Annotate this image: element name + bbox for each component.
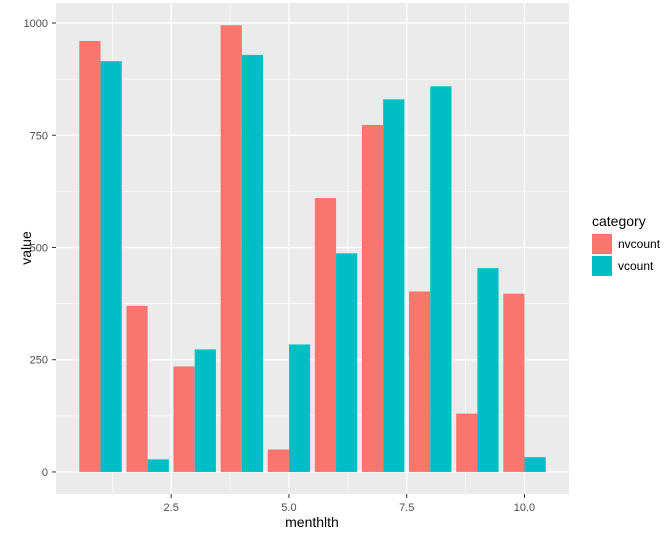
legend-key-nvcount: nvcount — [592, 234, 660, 254]
x-tick-label: 7.5 — [399, 502, 414, 514]
bar-vcount-x7 — [383, 99, 405, 472]
bar-vcount-x9 — [477, 268, 499, 472]
bar-vcount-x8 — [430, 86, 452, 472]
bar-vcount-x1 — [100, 61, 122, 472]
x-axis-title: menthlth — [285, 514, 339, 530]
bar-nvcount-x5 — [267, 449, 289, 472]
x-tick-label: 10.0 — [514, 502, 535, 514]
legend-swatch-nvcount-icon — [592, 234, 612, 254]
bar-nvcount-x1 — [79, 40, 101, 472]
bar-nvcount-x9 — [456, 413, 478, 472]
y-axis-title: value — [18, 231, 34, 265]
legend-label-vcount: vcount — [618, 259, 654, 273]
bar-vcount-x2 — [147, 459, 169, 472]
bar-vcount-x10 — [524, 457, 546, 472]
x-tick-label: 2.5 — [164, 502, 179, 514]
legend-label-nvcount: nvcount — [618, 237, 661, 251]
bar-nvcount-x4 — [220, 25, 242, 472]
y-tick-label: 1000 — [24, 18, 48, 30]
x-tick-label: 5.0 — [281, 502, 296, 514]
bar-vcount-x6 — [336, 253, 358, 472]
legend: category nvcount vcount — [592, 213, 660, 278]
legend-title: category — [592, 213, 646, 229]
bar-nvcount-x6 — [314, 198, 337, 472]
bar-vcount-x5 — [288, 344, 311, 472]
y-tick-label: 0 — [42, 467, 48, 479]
legend-swatch-vcount-icon — [592, 256, 612, 276]
bar-nvcount-x8 — [409, 291, 431, 472]
y-tick-label: 500 — [30, 242, 48, 254]
bar-nvcount-x2 — [126, 305, 148, 472]
y-tick-label: 250 — [30, 355, 48, 367]
bar-nvcount-x7 — [361, 124, 384, 472]
y-tick-label: 750 — [30, 130, 48, 142]
legend-key-vcount: vcount — [592, 256, 660, 276]
bar-vcount-x3 — [194, 349, 216, 472]
bar-nvcount-x3 — [173, 366, 195, 472]
bar-nvcount-x10 — [503, 293, 525, 472]
bar-vcount-x4 — [241, 54, 264, 472]
